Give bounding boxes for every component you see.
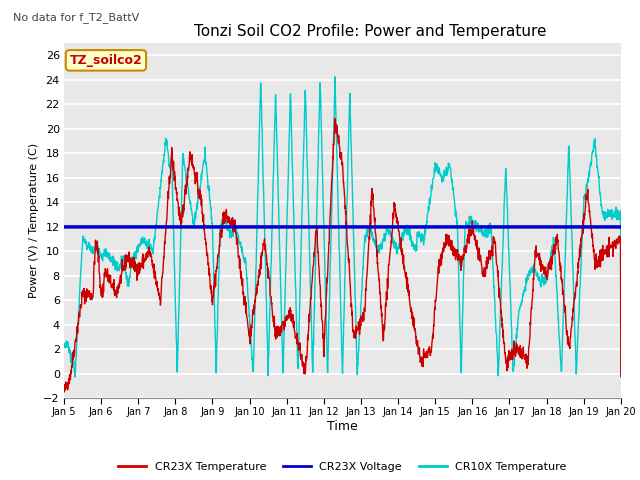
Text: No data for f_T2_BattV: No data for f_T2_BattV	[13, 12, 139, 23]
X-axis label: Time: Time	[327, 420, 358, 432]
Legend: CR23X Temperature, CR23X Voltage, CR10X Temperature: CR23X Temperature, CR23X Voltage, CR10X …	[113, 457, 572, 476]
Title: Tonzi Soil CO2 Profile: Power and Temperature: Tonzi Soil CO2 Profile: Power and Temper…	[194, 24, 547, 39]
Y-axis label: Power (V) / Temperature (C): Power (V) / Temperature (C)	[29, 143, 39, 299]
Text: TZ_soilco2: TZ_soilco2	[70, 54, 142, 67]
